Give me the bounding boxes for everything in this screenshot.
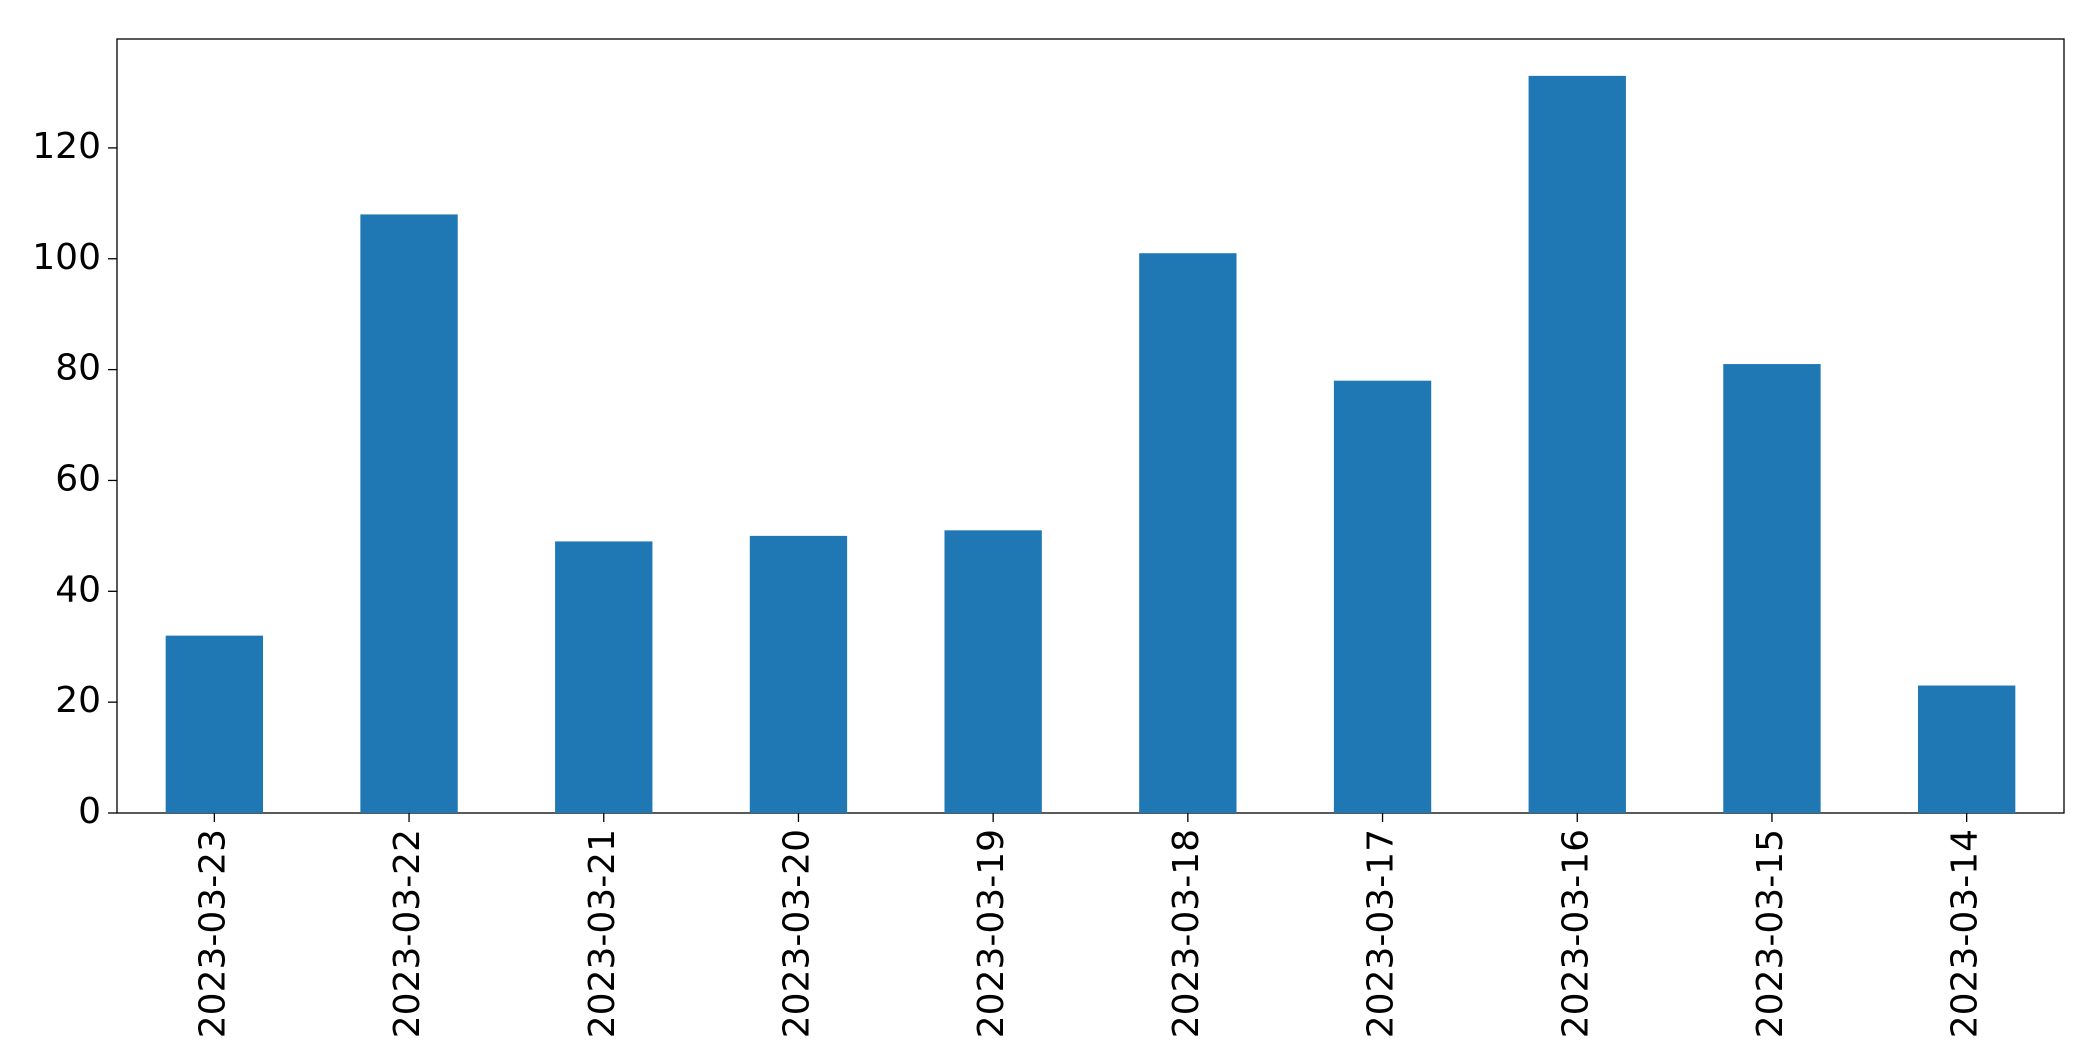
bar	[555, 541, 653, 813]
bar	[944, 530, 1042, 813]
y-tick-label: 80	[55, 348, 101, 389]
y-tick-label: 120	[32, 126, 101, 167]
bar	[360, 214, 458, 813]
x-tick-label: 2023-03-22	[387, 829, 428, 1038]
x-tick-label: 2023-03-16	[1555, 829, 1596, 1038]
x-tick-label: 2023-03-21	[582, 829, 623, 1038]
bar	[1723, 364, 1821, 813]
bar	[1917, 685, 2016, 813]
x-tick-label: 2023-03-17	[1361, 829, 1402, 1038]
x-tick-label: 2023-03-23	[192, 829, 233, 1038]
x-tick-label: 2023-03-15	[1750, 829, 1791, 1038]
x-tick-label: 2023-03-18	[1166, 829, 1207, 1038]
x-tick-label: 2023-03-14	[1945, 829, 1986, 1038]
bar	[749, 535, 848, 813]
x-tick-label: 2023-03-20	[776, 829, 817, 1038]
bar	[1139, 253, 1237, 813]
bar	[1333, 380, 1432, 813]
bar	[165, 635, 264, 813]
plot-frame	[116, 38, 2065, 814]
bar	[1528, 75, 1626, 814]
y-tick-label: 0	[78, 791, 101, 832]
y-tick-label: 20	[55, 680, 101, 721]
y-tick-label: 100	[32, 237, 101, 278]
x-tick-label: 2023-03-19	[971, 829, 1012, 1038]
y-tick-label: 60	[55, 458, 101, 499]
y-tick-label: 40	[55, 569, 101, 610]
